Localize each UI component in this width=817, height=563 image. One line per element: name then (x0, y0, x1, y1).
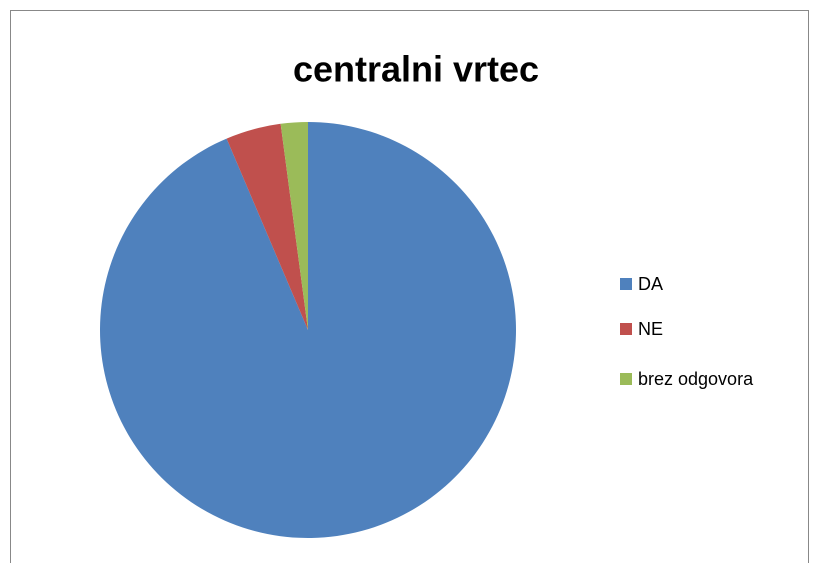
chart-title: centralni vrtec (293, 49, 539, 90)
legend-label: NE (638, 319, 663, 339)
legend-label: DA (638, 274, 663, 294)
legend-label: brez odgovora (638, 369, 754, 389)
legend-swatch (620, 323, 632, 335)
legend-swatch (620, 278, 632, 290)
legend-swatch (620, 373, 632, 385)
pie-slice (226, 123, 308, 330)
pie-slice (100, 122, 516, 539)
chart-border (10, 10, 809, 563)
pie-slice (280, 122, 308, 330)
